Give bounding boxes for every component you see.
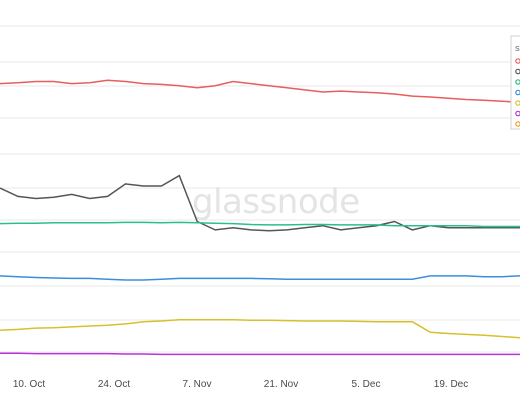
legend: S <box>510 35 520 130</box>
x-tick-label: 19. Dec <box>434 379 468 390</box>
legend-marker-3[interactable] <box>515 79 520 85</box>
x-tick-label: 24. Oct <box>98 379 130 390</box>
x-tick-label: 10. Oct <box>13 379 45 390</box>
x-tick-label: 5. Dec <box>352 379 381 390</box>
legend-marker-1[interactable] <box>515 58 520 64</box>
series-line-3 <box>0 221 520 228</box>
series-line-1 <box>0 79 520 104</box>
x-tick-label: 7. Nov <box>183 379 212 390</box>
series-line-5 <box>0 319 520 339</box>
legend-marker-2[interactable] <box>515 68 520 75</box>
series-line-4 <box>0 275 520 281</box>
grid <box>0 25 520 353</box>
legend-marker-6[interactable] <box>515 110 520 117</box>
watermark: glassnode <box>192 182 360 222</box>
legend-marker-5[interactable] <box>515 100 520 106</box>
x-tick-label: 21. Nov <box>264 379 298 390</box>
x-axis: 10. Oct 24. Oct 7. Nov 21. Nov 5. Dec 19. Dec <box>13 379 468 390</box>
series-line-6 <box>0 352 520 356</box>
series-group <box>0 79 520 356</box>
legend-marker-4[interactable] <box>515 89 520 96</box>
legend-marker-7[interactable] <box>515 121 520 127</box>
legend-title[interactable]: S <box>515 46 520 53</box>
